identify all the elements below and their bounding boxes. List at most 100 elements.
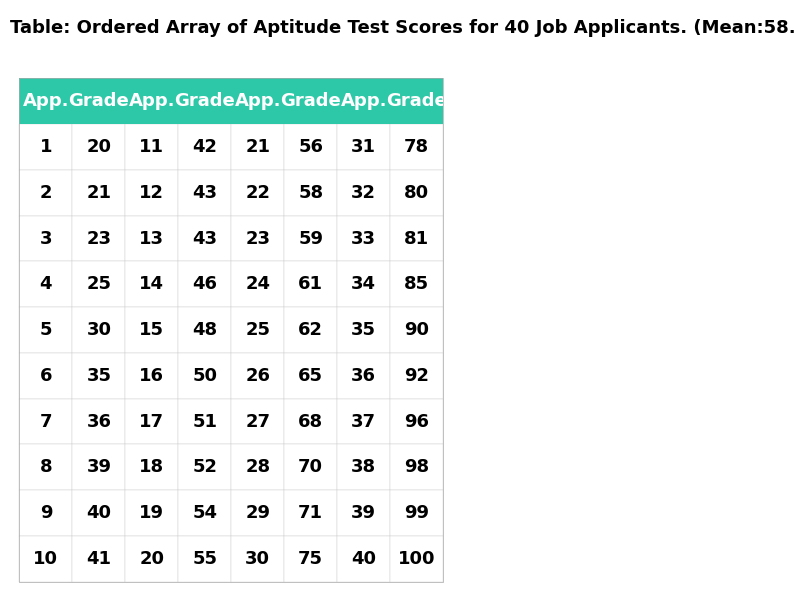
Text: 19: 19	[139, 504, 164, 522]
Bar	[231, 261, 284, 307]
Bar	[284, 399, 337, 444]
Text: 32: 32	[351, 184, 376, 202]
Bar	[179, 536, 231, 582]
Bar	[390, 170, 443, 215]
Text: Grade: Grade	[280, 92, 341, 110]
Bar	[72, 490, 125, 536]
Bar	[72, 124, 125, 170]
Bar	[231, 399, 284, 444]
Bar	[125, 444, 179, 490]
Text: 50: 50	[192, 367, 218, 385]
Text: 17: 17	[139, 412, 164, 431]
Text: 78: 78	[404, 138, 430, 156]
Text: 48: 48	[192, 321, 218, 339]
Bar	[284, 170, 337, 215]
Bar	[284, 353, 337, 399]
Text: 36: 36	[87, 412, 111, 431]
Text: 34: 34	[351, 275, 376, 293]
Bar	[72, 170, 125, 215]
Bar	[231, 170, 284, 215]
Text: 99: 99	[404, 504, 429, 522]
Text: 38: 38	[351, 458, 376, 477]
Bar	[19, 215, 72, 261]
Text: 23: 23	[245, 230, 270, 248]
Text: App.: App.	[129, 92, 175, 110]
Text: 65: 65	[299, 367, 323, 385]
Text: 30: 30	[87, 321, 111, 339]
Bar	[72, 307, 125, 353]
Text: 56: 56	[299, 138, 323, 156]
Bar	[231, 444, 284, 490]
Text: 20: 20	[139, 550, 164, 568]
Text: Grade: Grade	[175, 92, 235, 110]
Bar	[390, 307, 443, 353]
Text: 40: 40	[87, 504, 111, 522]
Text: 12: 12	[139, 184, 164, 202]
Text: 39: 39	[351, 504, 376, 522]
Text: 24: 24	[245, 275, 270, 293]
Bar	[231, 353, 284, 399]
Text: 59: 59	[299, 230, 323, 248]
Text: 35: 35	[87, 367, 111, 385]
Text: 61: 61	[299, 275, 323, 293]
Text: 98: 98	[404, 458, 430, 477]
Bar	[179, 170, 231, 215]
Bar	[72, 261, 125, 307]
Bar	[284, 215, 337, 261]
Bar	[19, 444, 72, 490]
Bar	[231, 215, 284, 261]
Text: App.: App.	[341, 92, 387, 110]
Text: 28: 28	[245, 458, 270, 477]
Text: 6: 6	[40, 367, 52, 385]
Text: 100: 100	[398, 550, 435, 568]
Bar	[19, 353, 72, 399]
Text: 40: 40	[351, 550, 376, 568]
Bar	[284, 261, 337, 307]
Text: 4: 4	[40, 275, 52, 293]
Bar	[390, 79, 443, 124]
Bar	[125, 261, 179, 307]
Text: 2: 2	[40, 184, 52, 202]
Text: 42: 42	[192, 138, 218, 156]
Bar	[337, 307, 390, 353]
Text: App.: App.	[23, 92, 69, 110]
Bar	[231, 536, 284, 582]
Text: 11: 11	[139, 138, 164, 156]
Text: 52: 52	[192, 458, 218, 477]
Bar	[179, 490, 231, 536]
Text: 37: 37	[351, 412, 376, 431]
Bar	[390, 215, 443, 261]
Text: 16: 16	[139, 367, 164, 385]
Bar	[72, 215, 125, 261]
Bar	[337, 444, 390, 490]
Bar	[390, 399, 443, 444]
Text: 71: 71	[299, 504, 323, 522]
Text: 92: 92	[404, 367, 429, 385]
Bar	[179, 261, 231, 307]
Text: 41: 41	[87, 550, 111, 568]
Bar	[179, 399, 231, 444]
Text: 8: 8	[40, 458, 52, 477]
Bar	[284, 307, 337, 353]
Bar	[337, 536, 390, 582]
Bar	[125, 170, 179, 215]
Bar	[125, 399, 179, 444]
Bar	[179, 215, 231, 261]
Bar	[390, 490, 443, 536]
Text: 26: 26	[245, 367, 270, 385]
Text: App.: App.	[234, 92, 281, 110]
Bar	[19, 536, 72, 582]
Bar	[125, 307, 179, 353]
Text: 55: 55	[192, 550, 218, 568]
Bar	[179, 353, 231, 399]
Text: 15: 15	[139, 321, 164, 339]
Text: 62: 62	[299, 321, 323, 339]
Bar	[125, 536, 179, 582]
Bar	[125, 215, 179, 261]
Text: 33: 33	[351, 230, 376, 248]
Text: 96: 96	[404, 412, 429, 431]
Bar	[125, 490, 179, 536]
Text: 75: 75	[299, 550, 323, 568]
Bar	[284, 490, 337, 536]
Text: 9: 9	[40, 504, 52, 522]
